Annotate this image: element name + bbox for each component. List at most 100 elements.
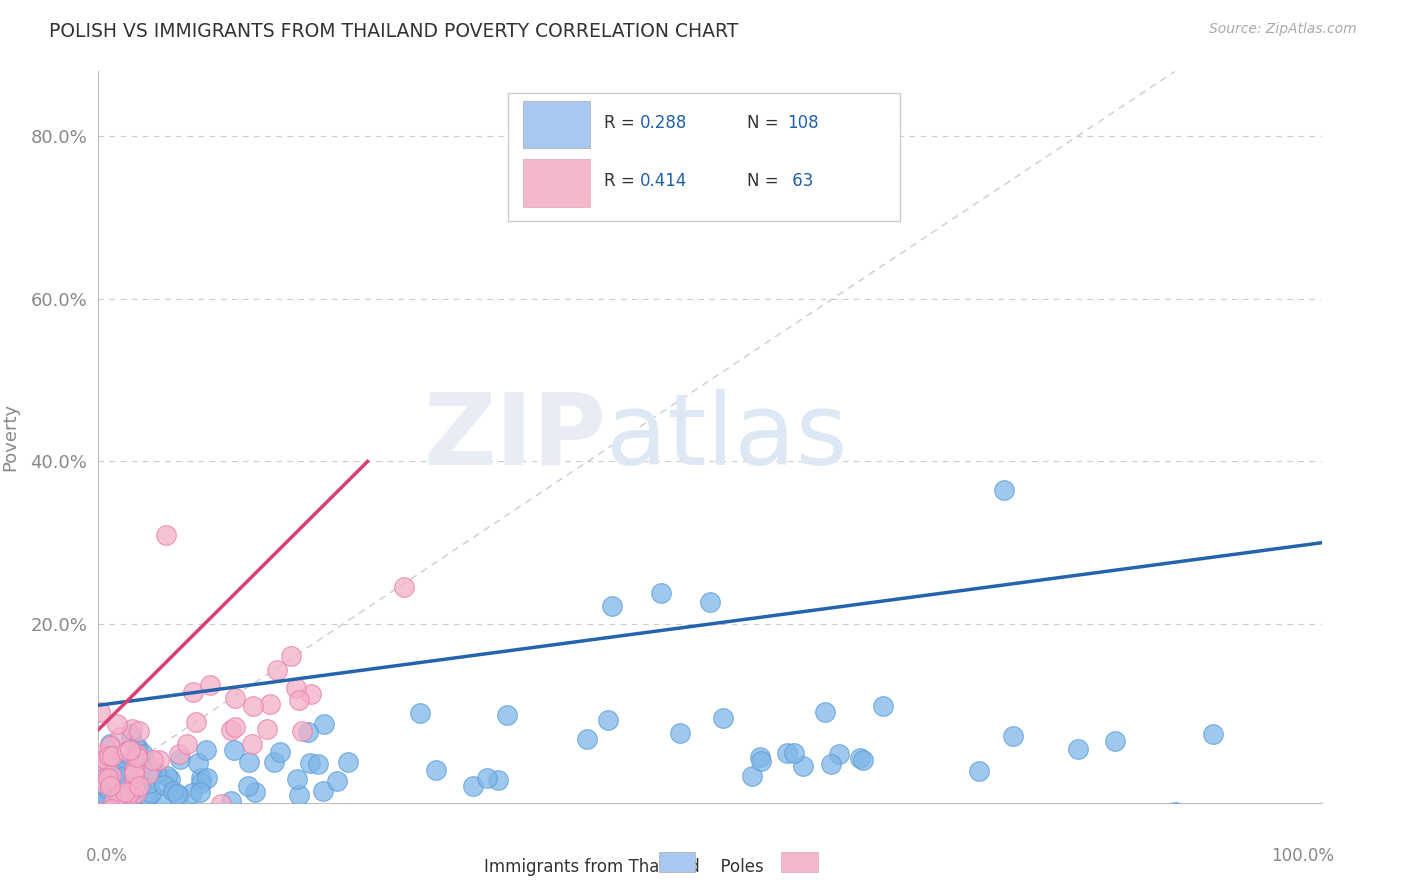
Point [288,535,311,549]
Point [90,725,112,739]
Text: Immigrants from Thailand: Immigrants from Thailand [484,858,710,876]
Point [993,153,1015,168]
Point [98,671,121,685]
Point [1164,739,1187,753]
Point [814,558,837,572]
Point [221,752,243,766]
Point [115,708,138,723]
Point [221,764,243,779]
Point [108,603,131,617]
Point [127,623,149,637]
Text: Poles: Poles [710,858,763,876]
Point [219,719,242,733]
Point [96,739,118,753]
Point [132,634,155,648]
Point [298,650,321,665]
Point [125,639,148,653]
Point [108,702,131,716]
Point [89,750,111,764]
Point [128,592,150,607]
Point [120,688,142,702]
Point [852,644,875,658]
Point [156,674,179,689]
Point [699,357,721,371]
FancyBboxPatch shape [523,159,591,207]
Text: R =: R = [603,172,640,190]
Point [243,703,266,717]
Point [94,716,117,731]
Point [288,708,311,723]
Point [242,548,264,562]
Text: POLISH VS IMMIGRANTS FROM THAILAND POVERTY CORRELATION CHART: POLISH VS IMMIGRANTS FROM THAILAND POVER… [49,22,738,41]
Y-axis label: Poverty: Poverty [1,403,20,471]
Point [792,655,814,669]
Text: ZIP: ZIP [423,389,606,485]
Point [101,637,124,651]
Point [776,632,799,647]
Point [139,662,162,676]
Point [138,762,160,776]
Point [186,576,208,591]
Point [98,615,121,630]
Point [138,687,160,701]
Point [115,721,138,735]
Point [122,661,145,675]
FancyBboxPatch shape [780,852,818,872]
Point [89,558,111,573]
Point [1067,624,1090,639]
Point [711,568,734,582]
Point [409,560,432,574]
Point [107,750,129,764]
Point [97,698,120,712]
Point [224,584,246,599]
Text: 100.0%: 100.0% [1271,847,1334,864]
Point [1104,609,1126,624]
Point [115,713,138,727]
Point [110,769,132,783]
Point [122,695,145,709]
Point [162,700,184,714]
Point [90,731,112,746]
Point [256,589,278,603]
Point [93,768,115,782]
Point [252,754,274,768]
Point [312,700,335,714]
Point [242,616,264,631]
Point [112,701,135,715]
Point [155,235,177,249]
Point [269,630,291,644]
Point [136,671,159,685]
Point [669,596,692,610]
Point [148,645,170,659]
Point [194,626,217,640]
Point [486,681,509,695]
FancyBboxPatch shape [658,852,696,872]
Point [1202,598,1225,612]
Point [266,481,288,495]
Point [125,695,148,709]
Point [100,673,122,687]
Point [100,653,122,667]
Point [872,548,894,562]
Point [125,621,148,635]
Point [139,704,162,718]
Point [98,638,121,652]
Point [105,723,128,737]
Text: 108: 108 [787,113,818,131]
Point [97,680,120,694]
Point [463,692,485,706]
Point [783,632,806,647]
Point [336,648,359,663]
Point [308,653,330,667]
Point [650,341,672,355]
Point [221,590,243,604]
Point [169,643,191,657]
Point [197,677,219,691]
Point [142,645,165,659]
Text: N =: N = [747,172,783,190]
Point [314,579,336,593]
Point [110,675,132,690]
Point [105,580,128,594]
Point [91,687,114,701]
Point [127,735,149,749]
